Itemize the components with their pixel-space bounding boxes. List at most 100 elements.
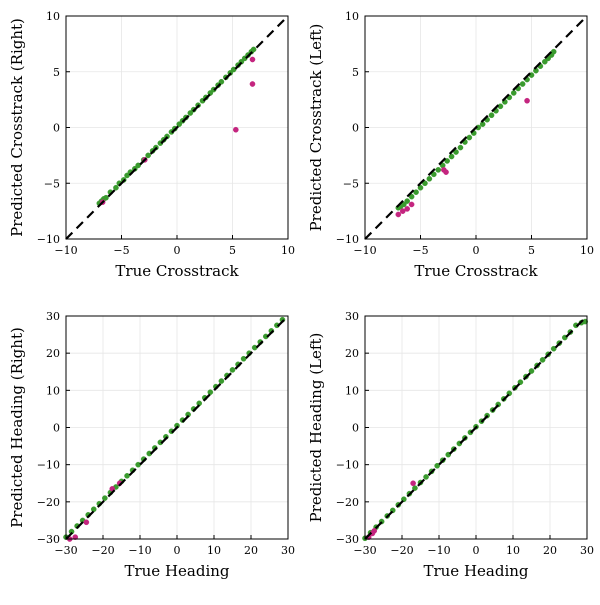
x-tick-label: 30 [580, 544, 594, 557]
x-tick-label: 10 [207, 544, 221, 557]
x-tick-label: −20 [390, 544, 413, 557]
y-tick-label: 10 [345, 384, 359, 397]
data-point-magenta [524, 97, 530, 104]
data-point-green [412, 485, 418, 491]
data-point-green [448, 153, 455, 160]
data-point-green [431, 171, 437, 178]
data-point-green [457, 144, 464, 151]
data-point-green [207, 389, 214, 395]
y-tick-label: −10 [37, 459, 60, 472]
data-point-green [90, 506, 97, 513]
x-tick-label: 5 [229, 244, 236, 257]
y-axis-label: Predicted Heading (Left) [307, 333, 325, 523]
points-crosstrack-left [395, 48, 557, 218]
x-tick-label: −5 [412, 244, 428, 257]
x-tick-label: −30 [54, 544, 77, 557]
data-point-green [187, 110, 194, 116]
x-tick-label: −20 [91, 544, 114, 557]
x-tick-label: −10 [128, 544, 151, 557]
data-point-green [422, 180, 428, 187]
data-point-green [240, 355, 247, 362]
data-point-magenta [395, 211, 402, 218]
data-point-magenta [408, 201, 415, 208]
data-point-magenta [399, 208, 406, 214]
x-tick-label: 5 [528, 244, 535, 257]
y-tick-label: 5 [352, 66, 359, 79]
identity-line [364, 15, 588, 240]
data-point-green [218, 78, 225, 85]
x-tick-label: −5 [113, 244, 129, 257]
data-point-magenta [249, 81, 256, 87]
x-tick-label: 0 [473, 544, 480, 557]
y-tick-label: 0 [352, 422, 359, 435]
data-point-green [453, 149, 459, 155]
data-point-green [528, 368, 535, 374]
data-point-green [408, 193, 415, 200]
points-heading-right [63, 316, 286, 542]
data-point-green [103, 194, 109, 201]
data-point-green [176, 121, 183, 127]
data-point-green [444, 158, 450, 164]
y-tick-label: 10 [345, 10, 359, 23]
y-tick-label: 10 [46, 10, 60, 23]
data-point-green [417, 184, 424, 191]
data-point-green [434, 462, 440, 469]
data-point-green [466, 134, 473, 141]
chart-crosstrack-left: −10 −5 0 5 10 −10 −5 0 5 10 True Crosstrack Predict… [307, 10, 594, 280]
chart-crosstrack-right: −10 −5 0 5 10 −10 −5 0 5 10 True Crosstrack Predict… [8, 10, 295, 280]
data-point-green [229, 367, 236, 373]
chart-heading-right: −30 −20 −10 0 10 20 30 −30 −20 −10 0 10 20 30 True Hea… [8, 310, 295, 580]
data-point-green [124, 172, 130, 179]
data-point-magenta [83, 519, 90, 526]
x-tick-label: −10 [54, 244, 77, 257]
data-point-magenta [249, 56, 256, 63]
y-tick-label: 0 [352, 122, 359, 135]
y-tick-label: 10 [46, 384, 60, 397]
y-tick-label: 0 [53, 422, 60, 435]
data-point-green [423, 474, 429, 480]
x-tick-label: 20 [244, 544, 258, 557]
x-tick-label: 0 [473, 244, 480, 257]
data-point-green [218, 378, 225, 384]
x-tick-label: 10 [281, 244, 295, 257]
y-tick-label: −30 [336, 533, 359, 546]
y-tick-label: −10 [336, 459, 359, 472]
data-point-green [135, 461, 141, 468]
data-point-green [102, 495, 108, 501]
data-point-green [435, 167, 442, 173]
x-tick-label: 0 [174, 244, 181, 257]
data-point-green [413, 189, 419, 195]
identity-line [65, 315, 289, 540]
chart-heading-left: −30 −20 −10 0 10 20 30 −30 −20 −10 0 10 20 30 True Hea… [307, 310, 594, 580]
y-tick-label: 0 [53, 122, 60, 135]
data-point-green [510, 90, 517, 96]
identity-line [364, 315, 588, 540]
y-tick-label: −20 [37, 496, 60, 509]
data-point-magenta [72, 534, 79, 540]
x-tick-label: 10 [506, 544, 520, 557]
data-point-green [542, 58, 548, 65]
y-axis-label: Predicted Heading (Right) [8, 327, 26, 528]
data-point-green [145, 152, 151, 159]
x-axis-label: True Heading [124, 562, 229, 580]
x-tick-label: 20 [543, 544, 557, 557]
x-tick-label: −10 [353, 244, 376, 257]
x-tick-label: −10 [427, 544, 450, 557]
data-point-green [539, 357, 546, 363]
data-point-green [124, 473, 130, 479]
y-axis-label: Predicted Crosstrack (Right) [8, 18, 26, 237]
x-tick-label: 10 [580, 244, 594, 257]
y-tick-label: 5 [53, 66, 60, 79]
data-point-green [550, 48, 557, 55]
data-point-magenta [443, 169, 449, 175]
x-tick-label: 30 [281, 544, 295, 557]
y-tick-label: −20 [336, 496, 359, 509]
data-point-green [250, 46, 257, 53]
y-axis-label: Predicted Crosstrack (Left) [307, 24, 325, 232]
x-axis-label: True Crosstrack [414, 262, 538, 280]
data-point-green [113, 184, 119, 191]
data-point-green [401, 201, 407, 208]
data-point-green [550, 345, 557, 352]
